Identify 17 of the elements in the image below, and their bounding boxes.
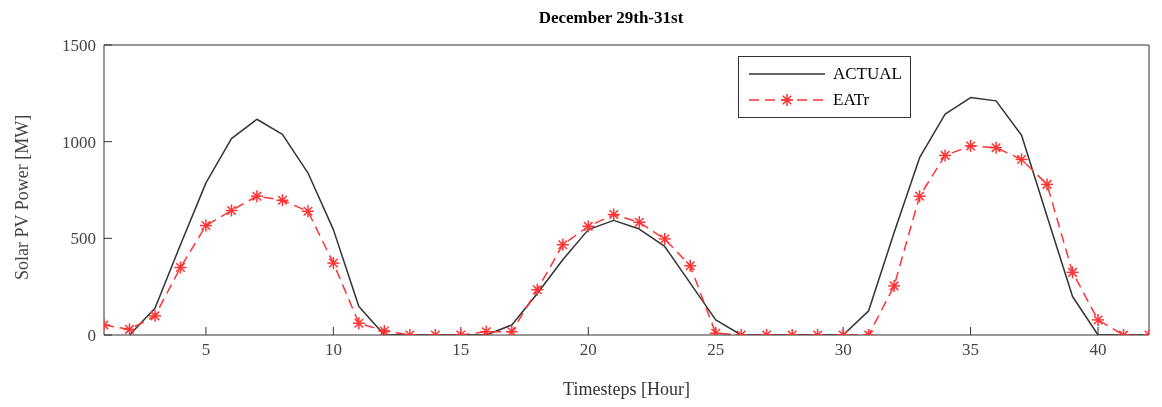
x-tick-label: 5	[201, 340, 211, 360]
y-tick-label: 1000	[62, 132, 96, 152]
x-tick-label: 40	[1089, 340, 1107, 360]
x-tick-label: 35	[962, 340, 980, 360]
legend-label: ACTUAL	[833, 64, 902, 84]
legend-label: EATr	[833, 90, 870, 110]
x-tick-label: 15	[452, 340, 470, 360]
x-axis-title: Timesteps [Hour]	[563, 379, 690, 399]
y-tick-label: 1500	[62, 36, 96, 56]
x-tick-label: 20	[579, 340, 597, 360]
chart-title: December 29th-31st	[537, 8, 685, 29]
y-tick-label: 500	[70, 229, 96, 249]
y-axis-title: Solar PV Power [MW]	[12, 114, 33, 280]
y-tick-label: 0	[87, 326, 96, 346]
x-tick-label: 10	[324, 340, 342, 360]
x-tick-label: 25	[707, 340, 725, 360]
x-tick-label: 30	[834, 340, 852, 360]
